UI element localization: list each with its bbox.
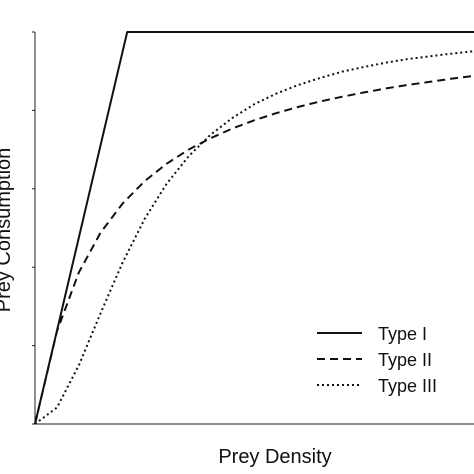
x-axis-label: Prey Density [218, 446, 331, 468]
y-axis-label: Prey Consumption [0, 148, 15, 313]
series-line-type-i [34, 31, 474, 425]
legend-label-type-i: Type I [378, 324, 427, 344]
series-line-type-ii [34, 74, 474, 425]
legend-label-type-ii: Type II [378, 350, 432, 370]
series-layer [34, 31, 474, 425]
series-line-type-iii [34, 50, 474, 425]
y-axis-ticks [32, 31, 35, 425]
legend: Type I Type II Type III [317, 324, 437, 396]
legend-label-type-iii: Type III [378, 376, 437, 396]
